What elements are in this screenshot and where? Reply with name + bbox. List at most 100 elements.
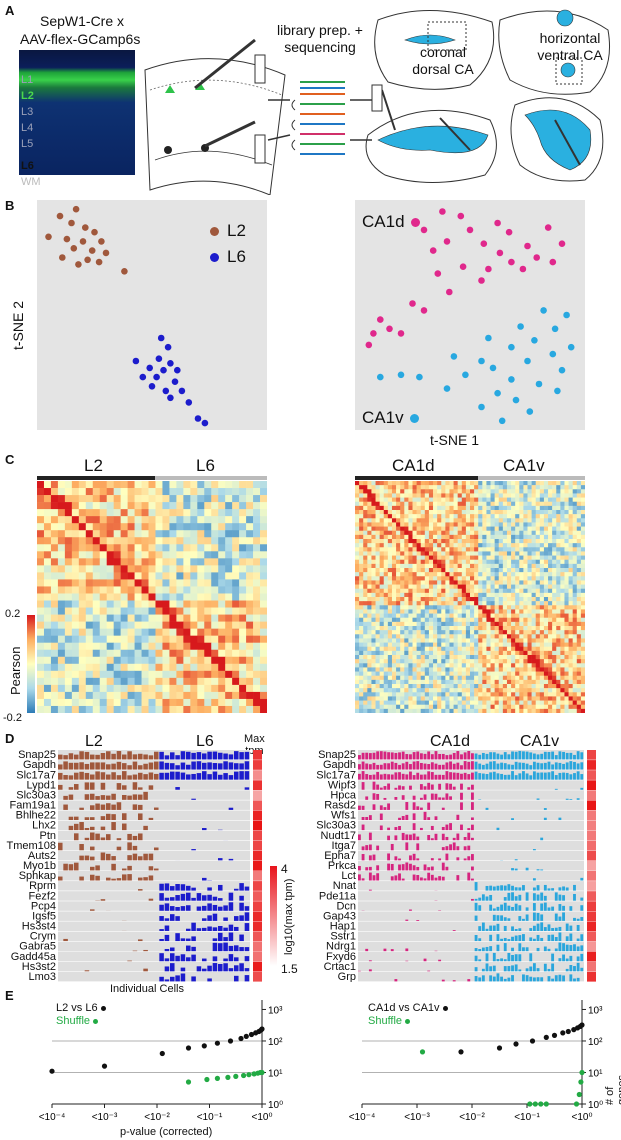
heatmap-cell xyxy=(78,600,87,608)
heatmap-cell xyxy=(457,630,463,635)
heatmap-cell xyxy=(424,626,430,631)
expression-bar xyxy=(84,827,90,831)
heatmap-cell xyxy=(449,671,454,677)
heatmap-cell xyxy=(37,670,45,679)
heatmap-cell xyxy=(383,481,389,486)
heatmap-cell xyxy=(363,642,368,648)
expression-bar xyxy=(143,791,148,800)
heatmap-cell xyxy=(515,555,520,561)
heatmap-cell xyxy=(560,576,565,581)
heatmap-cell xyxy=(359,580,364,585)
heatmap-cell xyxy=(478,501,483,507)
heatmap-cell xyxy=(556,704,561,710)
heatmap-cell xyxy=(113,551,121,559)
heatmap-cell xyxy=(367,522,372,527)
heatmap-cell xyxy=(85,614,94,622)
heatmap-cell xyxy=(375,696,380,701)
expression-bar xyxy=(164,966,170,972)
heatmap-cell xyxy=(535,679,541,685)
heatmap-cell xyxy=(50,488,59,496)
heatmap-cell xyxy=(404,576,409,581)
heatmap-cell xyxy=(363,481,368,486)
heatmap-cell xyxy=(482,650,487,656)
expression-bar xyxy=(148,817,154,820)
heatmap-cell xyxy=(424,576,430,581)
expression-bar xyxy=(122,754,127,760)
heatmap-cell xyxy=(433,597,438,602)
heatmap-cell xyxy=(85,600,94,608)
heatmap-cell xyxy=(523,675,528,681)
expression-bar xyxy=(554,755,558,760)
heatmap-cell xyxy=(506,646,512,652)
heatmap-cell xyxy=(412,667,417,672)
heatmap-cell xyxy=(387,708,393,713)
heatmap-cell xyxy=(400,597,405,602)
heatmap-cell xyxy=(383,530,389,536)
heatmap-cell xyxy=(379,551,385,556)
heatmap-cell xyxy=(539,684,545,689)
heatmap-cell xyxy=(465,530,471,536)
heatmap-cell xyxy=(474,638,479,643)
heatmap-cell xyxy=(371,704,376,710)
pipette-icon xyxy=(554,119,581,166)
heatmap-cell xyxy=(379,646,385,652)
heatmap-cell xyxy=(556,650,561,656)
heatmap-cell xyxy=(359,559,364,565)
tsne-point-ca1d xyxy=(466,226,474,234)
heatmap-cell xyxy=(359,551,364,556)
heatmap-cell xyxy=(449,634,454,639)
expression-bar xyxy=(409,764,412,770)
heatmap-cell xyxy=(564,563,569,569)
heatmap-cell xyxy=(404,489,409,494)
heatmap-cell xyxy=(43,670,52,679)
heatmap-cell xyxy=(379,642,385,648)
heatmap-cell xyxy=(470,588,475,594)
heatmap-cell xyxy=(400,626,405,631)
heatmap-cell xyxy=(437,539,442,544)
heatmap-cell xyxy=(441,601,446,606)
heatmap-cell xyxy=(396,518,401,523)
heatmap-cell xyxy=(556,481,561,486)
heatmap-cell xyxy=(400,530,405,536)
heatmap-cell xyxy=(408,518,413,523)
heatmap-cell xyxy=(515,638,520,643)
heatmap-cell xyxy=(424,563,430,569)
heatmap-cell xyxy=(383,485,389,490)
heatmap-cell xyxy=(523,659,528,664)
heatmap-cell xyxy=(106,579,114,587)
heatmap-cell xyxy=(441,626,446,631)
heatmap-cell xyxy=(391,684,397,689)
heatmap-cell xyxy=(355,613,360,619)
heatmap-cell xyxy=(523,539,528,544)
heatmap-cell xyxy=(465,514,471,519)
heatmap-cell xyxy=(106,593,114,601)
heatmap-cell xyxy=(548,597,553,602)
expression-bar xyxy=(159,916,164,921)
heatmap-cell xyxy=(169,565,177,573)
expression-bar xyxy=(405,754,409,760)
expression-bar xyxy=(234,957,239,962)
heatmap-cell xyxy=(375,580,380,585)
heatmap-cell xyxy=(355,609,360,614)
heatmap-cell xyxy=(412,638,417,643)
heatmap-cell xyxy=(523,592,528,598)
max-tpm-cell xyxy=(253,871,262,881)
heatmap-cell xyxy=(449,505,454,511)
heatmap-cell xyxy=(50,663,59,672)
heatmap-cell xyxy=(387,551,393,556)
expression-bar xyxy=(394,762,398,770)
expression-bar xyxy=(202,905,207,911)
heatmap-cell xyxy=(428,642,434,648)
heatmap-cell xyxy=(232,572,240,580)
expression-bar xyxy=(74,784,79,790)
heatmap-cell xyxy=(99,544,107,552)
heatmap-cell xyxy=(486,555,491,561)
heatmap-cell xyxy=(363,547,368,552)
heatmap-cell xyxy=(190,537,198,545)
heatmap-cell xyxy=(50,635,59,643)
heatmap-cell xyxy=(85,530,94,538)
heatmap-cell xyxy=(568,526,573,532)
expression-bar xyxy=(84,782,90,790)
heatmap-cell xyxy=(470,679,475,685)
heatmap-cell xyxy=(482,646,487,652)
